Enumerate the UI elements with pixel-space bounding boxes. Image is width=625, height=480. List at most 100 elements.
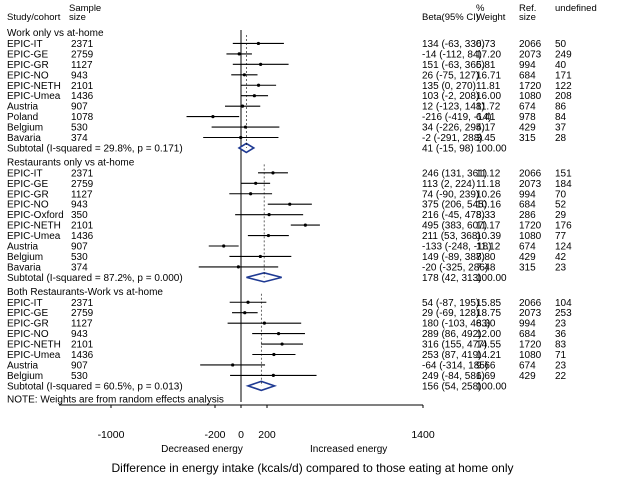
weight: 6.41: [476, 112, 496, 123]
sample-size: 1436: [71, 231, 94, 242]
subtotal-weight: 100.00: [476, 273, 507, 284]
point-estimate: [271, 171, 275, 175]
beta-ci: 134 (-63, 330): [422, 39, 485, 50]
ref-size: 674: [519, 242, 536, 253]
ref-size: 1720: [519, 81, 542, 92]
point-estimate: [254, 181, 258, 185]
subtotal-beta-ci: 156 (54, 258): [422, 381, 482, 392]
point-estimate: [267, 213, 271, 217]
sample-size: 2371: [71, 39, 94, 50]
beta-ci: 289 (86, 492): [422, 329, 482, 340]
x-tick-label: 0: [238, 429, 244, 441]
group-size: 36: [555, 329, 567, 340]
weight: 8.33: [476, 210, 496, 221]
sample-size: 1127: [71, 319, 93, 330]
study-label: EPIC-Umea: [7, 231, 61, 242]
sample-size: 2101: [71, 340, 94, 351]
ref-size: 1080: [519, 91, 542, 102]
point-estimate: [249, 192, 253, 196]
subtotal-weight: 100.00: [476, 143, 507, 154]
ref-size: 2066: [519, 298, 542, 309]
direction-left: Decreased energy: [161, 444, 243, 455]
group-size: 70: [555, 189, 567, 200]
point-estimate: [240, 104, 245, 108]
weight: 11.18: [476, 179, 501, 190]
ref-size: 684: [519, 70, 536, 81]
sample-size: 943: [71, 70, 88, 81]
group-size: 104: [555, 298, 572, 309]
point-estimate: [222, 244, 226, 248]
beta-ci: 249 (-84, 581): [422, 371, 485, 382]
group-size: 249: [555, 49, 572, 60]
header-study: Study/cohort: [7, 12, 61, 23]
weight: 9.66: [476, 360, 496, 371]
sample-size: 1436: [71, 350, 94, 361]
sample-size: 943: [71, 200, 88, 211]
sample-size: 2101: [71, 81, 94, 92]
point-estimate: [280, 342, 284, 346]
group-size: 52: [555, 200, 567, 211]
ref-size: 994: [519, 189, 536, 200]
sample-size: 907: [71, 102, 88, 113]
sample-size: 1436: [71, 91, 94, 102]
ref-size: 1080: [519, 231, 542, 242]
study-label: EPIC-GE: [7, 308, 48, 319]
header-sample-size: size: [69, 12, 86, 23]
weight: 11.81: [476, 81, 501, 92]
weight: 14.55: [476, 340, 501, 351]
weight: 14.21: [476, 350, 501, 361]
sample-size: 530: [71, 371, 88, 382]
ref-size: 286: [519, 210, 536, 221]
beta-ci: 12 (-123, 148): [422, 102, 485, 113]
beta-ci: -14 (-112, 84): [422, 49, 482, 60]
sample-size: 2759: [71, 49, 94, 60]
ref-size: 978: [519, 112, 536, 123]
beta-ci: -64 (-314, 185): [422, 360, 488, 371]
beta-ci: 34 (-226, 295): [422, 123, 485, 134]
point-estimate: [259, 62, 263, 66]
group-size: 122: [555, 81, 572, 92]
sample-size: 2371: [71, 168, 94, 179]
beta-ci: 216 (-45, 478): [422, 210, 485, 221]
study-label: Belgium: [7, 123, 43, 134]
study-label: EPIC-NETH: [7, 221, 61, 232]
study-label: EPIC-GR: [7, 189, 49, 200]
study-label: Austria: [7, 102, 39, 113]
beta-ci: -216 (-419, -14): [422, 112, 491, 123]
weight: 10.39: [476, 231, 501, 242]
ref-size: 315: [519, 133, 536, 144]
header-sample-size: Sample: [69, 3, 101, 14]
weight: 15.85: [476, 298, 501, 309]
sample-size: 943: [71, 329, 88, 340]
ref-size: 684: [519, 200, 536, 211]
ref-size: 429: [519, 123, 536, 134]
weight: 16.00: [476, 91, 501, 102]
group-size: 83: [555, 340, 567, 351]
study-label: EPIC-GR: [7, 60, 49, 71]
study-label: Austria: [7, 242, 39, 253]
beta-ci: -2 (-291, 288): [422, 133, 483, 144]
beta-ci: 253 (87, 419): [422, 350, 482, 361]
beta-ci: 151 (-63, 366): [422, 60, 485, 71]
ref-size: 315: [519, 262, 536, 273]
sample-size: 907: [71, 242, 88, 253]
note: NOTE: Weights are from random effects an…: [7, 394, 224, 405]
study-label: Poland: [7, 112, 38, 123]
point-estimate: [243, 311, 247, 315]
beta-ci: 29 (-69, 128): [422, 308, 479, 319]
beta-ci: -133 (-248, -18): [422, 242, 491, 253]
point-estimate: [256, 83, 261, 87]
point-estimate: [262, 321, 266, 325]
sample-size: 2759: [71, 179, 94, 190]
group-size: 77: [555, 231, 567, 242]
beta-ci: 113 (2, 224): [422, 179, 475, 190]
beta-ci: 495 (383, 607): [422, 221, 487, 232]
group-size: 23: [555, 262, 567, 273]
x-axis-label: Difference in energy intake (kcals/d) co…: [111, 461, 514, 475]
study-label: EPIC-Umea: [7, 91, 61, 102]
group-size: 184: [555, 179, 572, 190]
group-size: 50: [555, 39, 567, 50]
group-title: Both Restaurants-Work vs at-home: [7, 287, 163, 298]
weight: 8.80: [476, 252, 496, 263]
subtotal-label: Subtotal (I-squared = 87.2%, p = 0.000): [7, 273, 183, 284]
